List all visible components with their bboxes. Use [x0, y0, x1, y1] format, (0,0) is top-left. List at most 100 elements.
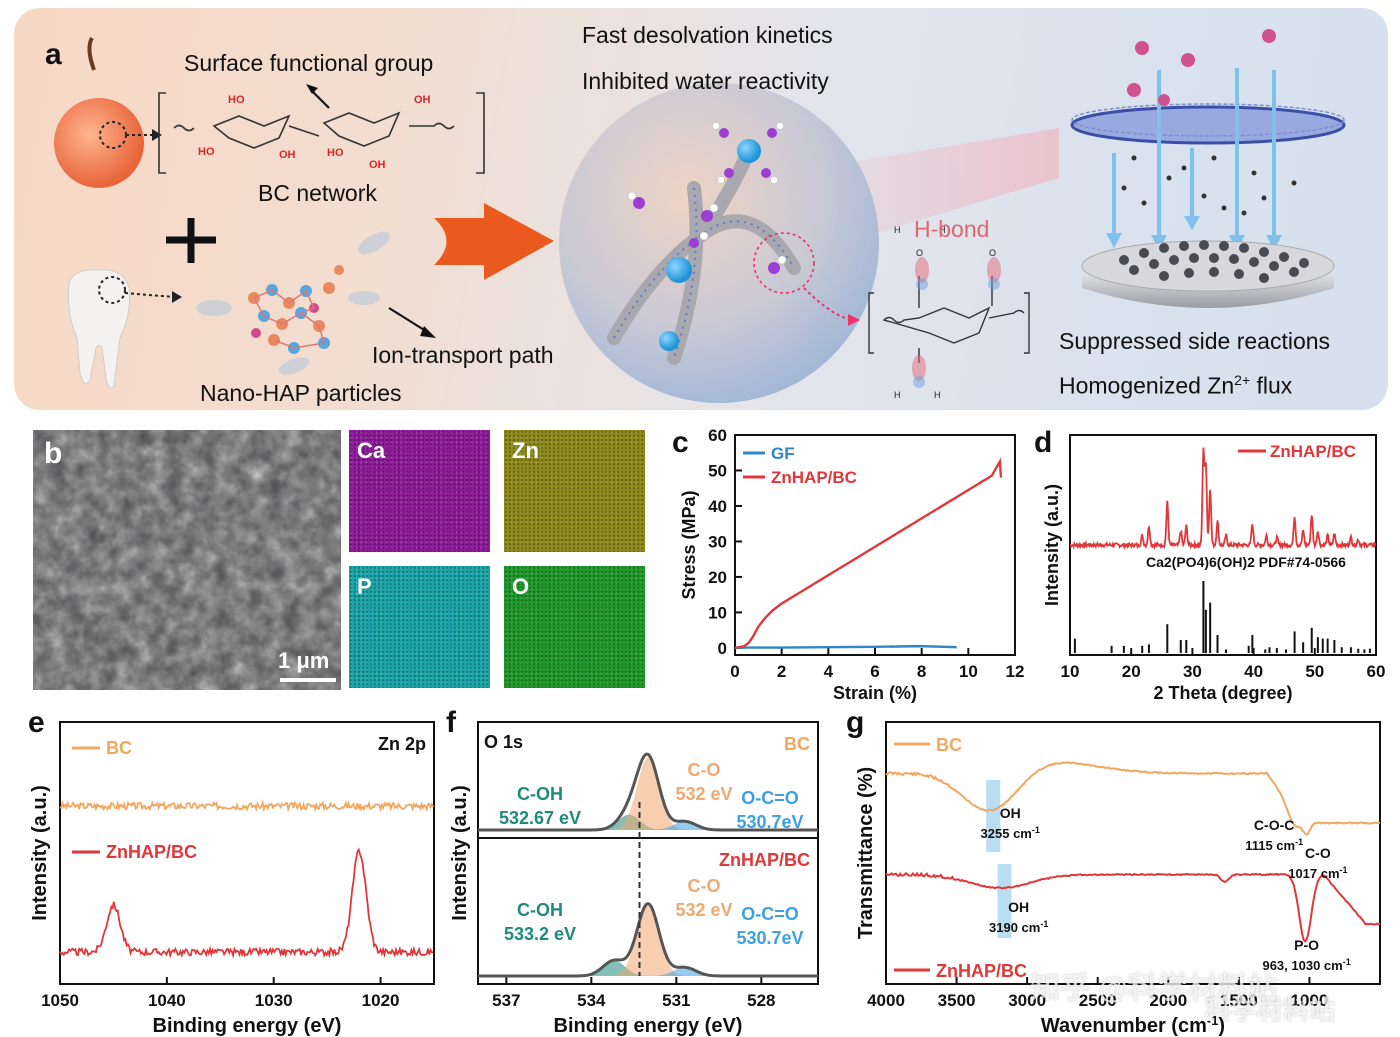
chart-c-x-tick-label: 10 [959, 662, 978, 681]
chart-c-y-tick-label: 40 [708, 497, 727, 516]
chart-g-x-tick-label: 2500 [1079, 991, 1117, 1010]
chart-f-component-fill [478, 757, 818, 830]
svg-text:HO: HO [198, 146, 215, 158]
eds-map-zn: Zn [504, 430, 645, 552]
svg-text:H: H [894, 390, 901, 400]
chart-d-reference-label: Ca2(PO4)6(OH)2 PDF#74-0566 [1146, 554, 1346, 570]
chart-c-x-tick-label: 8 [917, 662, 926, 681]
chart-f-frame [477, 721, 819, 985]
tooth-icon [67, 269, 182, 389]
eds-map-ca: Ca [349, 430, 490, 552]
chart-c-series-1 [734, 457, 1003, 650]
chart-g-ylabel: Transmittance (%) [855, 767, 877, 939]
chart-g-x-tick-label: 2000 [1149, 991, 1187, 1010]
chart-f-value-coh: 533.2 eV [504, 924, 576, 944]
chart-e-annotation: Zn 2p [378, 734, 426, 754]
chart-c-y-tick-label: 30 [708, 532, 727, 551]
solvated-zn-icons [1127, 29, 1276, 106]
chart-g-annotation-value: 3190 cm-1 [989, 919, 1048, 935]
chart-g-x-tick-label: 3500 [938, 991, 976, 1010]
fast-desolvation-label: Fast desolvation kinetics [582, 22, 833, 48]
chart-g-frame [885, 721, 1381, 985]
chart-g-x-tick-label: 1500 [1220, 991, 1258, 1010]
svg-text:OH: OH [279, 149, 296, 161]
chart-g-annotation-value: 1115 cm-1 [1245, 837, 1303, 853]
chart-g-annotation-value: 963, 1030 cm-1 [1262, 957, 1350, 973]
chart-c-y-tick-label: 10 [708, 603, 727, 622]
chart-e-legend-label: BC [106, 738, 132, 758]
ion-flux-arrows [1112, 68, 1276, 240]
chart-g-annotation-label: P-O [1294, 937, 1319, 953]
chart-c-x-tick-label: 6 [870, 662, 879, 681]
chart-f-title: O 1s [484, 732, 523, 752]
panel-label-c: c [672, 426, 689, 459]
zn-anode-disk [1081, 240, 1335, 308]
chart-c-y-tick-label: 20 [708, 568, 727, 587]
chart-g-annotation-value: 3255 cm-1 [981, 825, 1040, 841]
chart-f-value-co: 532 eV [675, 900, 732, 920]
hbond-structure [868, 276, 1030, 363]
cellulose-structure [158, 92, 485, 174]
chart-f-xlabel: Binding energy (eV) [554, 1015, 743, 1037]
svg-text:OH: OH [414, 94, 431, 106]
hap-particle-cluster [248, 265, 344, 354]
surface-functional-group-label: Surface functional group [184, 50, 434, 76]
chart-e-series-1 [59, 847, 434, 959]
chart-f-ylabel: Intensity (a.u.) [449, 785, 471, 921]
chart-e-x-tick-label: 1030 [255, 991, 293, 1010]
chart-f-x-tick-label: 537 [492, 991, 520, 1010]
chart-c-y-tick-label: 60 [708, 426, 727, 445]
chart-d-series-znhap [1069, 447, 1377, 550]
chart-g-annotation-label: OH [1000, 805, 1021, 821]
chart-f-label-co: C-O [688, 760, 721, 780]
chart-d-x-tick-label: 40 [1244, 662, 1263, 681]
chart-c-x-tick-label: 0 [730, 662, 739, 681]
chart-f-label-coh: C-OH [517, 784, 563, 804]
chart-d-x-tick-label: 60 [1367, 662, 1386, 681]
chart-g-band-znhap [997, 864, 1012, 938]
chart-c-legend-label: GF [771, 444, 795, 463]
chart-f-value-oco: 530.7eV [736, 812, 803, 832]
svg-text:H: H [894, 225, 901, 235]
sem-texture [33, 430, 341, 690]
side-product-particles [1121, 155, 1297, 216]
hydroxyl-labels: HO HO OH OH HO OH [198, 94, 431, 171]
big-orange-arrow [434, 203, 554, 280]
eds-map-o: O [504, 566, 645, 688]
chart-d-xlabel: 2 Theta (degree) [1153, 683, 1292, 703]
scale-bar-label: 1 μm [278, 648, 330, 673]
scale-bar [280, 678, 336, 682]
homogenized-flux-label: Homogenized Zn2+ flux [1059, 372, 1293, 399]
panel-label-g: g [846, 706, 865, 739]
chart-d-x-tick-label: 10 [1061, 662, 1080, 681]
chart-d-x-tick-label: 30 [1183, 662, 1202, 681]
svg-text:H: H [934, 390, 941, 400]
chart-c-y-tick-label: 50 [708, 461, 727, 480]
hbond-label: H-bond [914, 216, 990, 242]
chart-e-ylabel: Intensity (a.u.) [29, 785, 51, 921]
chart-d-legend-label: ZnHAP/BC [1270, 442, 1356, 461]
panel-label-f: f [446, 706, 456, 739]
chart-f-label-coh: C-OH [517, 900, 563, 920]
svg-text:H: H [939, 225, 946, 235]
chart-f-envelope-0 [478, 752, 818, 832]
sem-image [33, 430, 341, 690]
chart-e-frame [59, 721, 435, 985]
chart-f-x-tick-label: 531 [662, 991, 690, 1010]
chart-g-legend-label: BC [936, 735, 962, 755]
panel-label-e: e [28, 706, 45, 739]
chart-c-ylabel: Stress (MPa) [679, 490, 699, 599]
bc-network-label: BC network [258, 180, 377, 206]
svg-text:O: O [916, 248, 923, 258]
chart-g-annotation-label: C-O [1305, 845, 1331, 861]
chart-c-x-tick-label: 2 [777, 662, 786, 681]
chart-g-annotation-label: OH [1008, 899, 1029, 915]
chart-g-annotation-value: 1017 cm-1 [1288, 865, 1347, 881]
chart-c-x-tick-label: 4 [824, 662, 834, 681]
svg-text:HO: HO [228, 94, 245, 106]
panel-label-a: a [45, 38, 62, 71]
chart-c-legend-label: ZnHAP/BC [771, 468, 857, 487]
chart-f-label-oco: O-C=O [741, 904, 799, 924]
zoom-sphere [559, 83, 879, 403]
